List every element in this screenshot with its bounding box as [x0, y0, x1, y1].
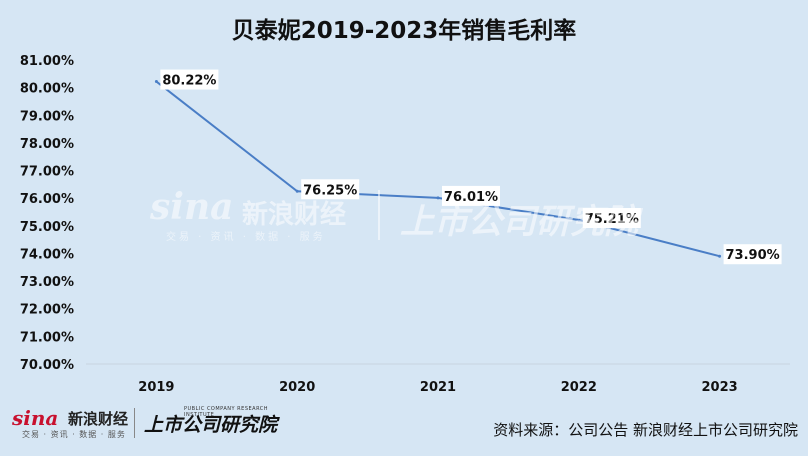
data-label-background: [723, 244, 782, 265]
data-label-background: [582, 208, 641, 229]
sina-tagline: 交易 · 资讯 · 数据 · 服务: [22, 430, 126, 439]
data-label: 76.25%: [303, 183, 357, 198]
x-tick-label: 2020: [279, 380, 315, 395]
data-label: 75.21%: [585, 212, 639, 227]
y-tick-label: 77.00%: [20, 165, 74, 180]
x-tick-label: 2019: [138, 380, 174, 395]
source-note: 资料来源：公司公告 新浪财经上市公司研究院: [493, 421, 798, 439]
series-line: [155, 80, 720, 258]
y-tick-label: 70.00%: [20, 358, 74, 373]
data-label: 76.01%: [444, 190, 498, 205]
data-point: [154, 80, 158, 84]
y-tick-label: 80.00%: [20, 82, 74, 97]
y-tick-label: 75.00%: [20, 220, 74, 235]
y-tick-label: 72.00%: [20, 303, 74, 318]
data-labels: 80.22% 76.25% 76.01% 75.21% 73.90%: [160, 69, 782, 265]
data-point: [436, 196, 440, 200]
sina-finance-brand: 新浪财经: [68, 410, 129, 428]
research-institute-logo: 上市公司研究院: [144, 414, 278, 436]
data-point: [718, 254, 722, 258]
footer-logo: sina 新浪财经 交易 · 资讯 · 数据 · 服务 PUBLIC COMPA…: [12, 406, 282, 442]
series: [154, 80, 722, 258]
data-point: [577, 218, 581, 222]
y-tick-label: 74.00%: [20, 247, 74, 262]
x-axis: 2019 2020 2021 2022 2023: [86, 363, 790, 395]
x-tick-label: 2021: [420, 380, 456, 395]
data-label-background: [160, 69, 219, 90]
y-tick-label: 73.00%: [20, 275, 74, 290]
research-institute-en: PUBLIC COMPANY RESEARCH INSTITUTE: [184, 406, 269, 418]
y-tick-label: 76.00%: [20, 192, 74, 207]
data-label: 73.90%: [726, 248, 780, 263]
data-label-background: [301, 179, 360, 200]
data-point: [295, 189, 299, 193]
y-tick-label: 79.00%: [20, 109, 74, 124]
y-axis: 70.00% 71.00% 72.00% 73.00% 74.00% 75.00% 76.0…: [20, 54, 74, 373]
y-tick-label: 71.00%: [20, 330, 74, 345]
x-tick-label: 2022: [561, 380, 597, 395]
chart-title: 贝泰妮2019-2023年销售毛利率: [232, 17, 577, 44]
y-tick-label: 81.00%: [20, 54, 74, 69]
y-tick-label: 78.00%: [20, 137, 74, 152]
x-tick-label: 2023: [702, 380, 738, 395]
data-label: 80.22%: [162, 74, 216, 89]
sina-logo: sina: [12, 406, 59, 430]
data-label-background: [442, 185, 500, 206]
logo-divider: [134, 408, 135, 438]
